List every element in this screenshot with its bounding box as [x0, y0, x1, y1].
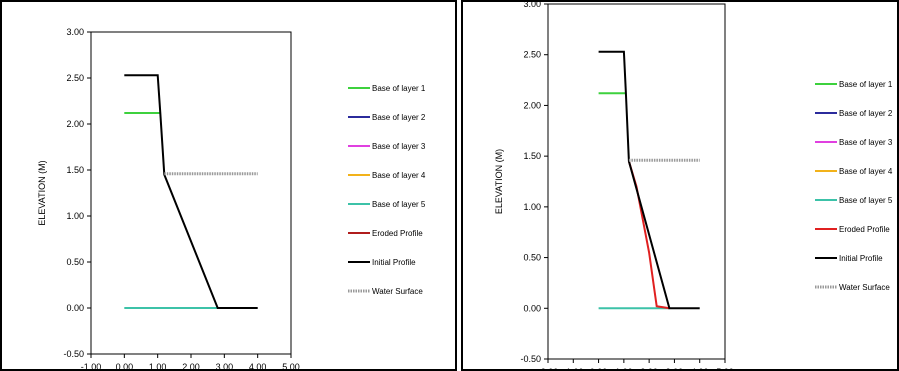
y-tick-label: 0.00 — [523, 303, 541, 313]
x-tick-label: 1.00 — [149, 362, 167, 369]
legend-label: Eroded Profile — [372, 229, 423, 238]
y-tick-label: 0.50 — [523, 253, 541, 263]
chart-panel-right: -0.50 0.00 0.50 1.00 1.50 2.00 2.50 3.00 -2.00 -1… — [461, 0, 899, 371]
legend-label: Base of layer 1 — [372, 84, 426, 93]
y-tick-label: 1.00 — [523, 202, 541, 212]
x-tick-label: 5.00 — [282, 362, 300, 369]
y-tick-label: 0.50 — [66, 257, 84, 267]
x-tick-label: 3.00 — [216, 362, 234, 369]
x-tick-label: -1.00 — [81, 362, 102, 369]
x-tick-label: 0.00 — [590, 367, 608, 369]
plot-area — [547, 3, 726, 360]
y-tick-label: -0.50 — [63, 349, 84, 359]
legend-label: Water Surface — [372, 287, 423, 296]
x-tick-label: 4.00 — [249, 362, 267, 369]
x-tick-label: -1.00 — [563, 367, 584, 369]
legend-label: Initial Profile — [372, 258, 416, 267]
legend-label: Base of layer 2 — [372, 113, 426, 122]
y-axis-label: ELEVATION (M) — [37, 160, 47, 225]
legend-label: Base of layer 4 — [839, 167, 893, 176]
legend-label: Eroded Profile — [839, 225, 890, 234]
legend-label: Base of layer 2 — [839, 109, 893, 118]
y-axis-label: ELEVATION (M) — [494, 149, 504, 214]
legend-label: Base of layer 4 — [372, 171, 426, 180]
x-tick-label: -2.00 — [538, 367, 559, 369]
x-tick-label: 4.00 — [691, 367, 709, 369]
series-line-6 — [124, 74, 258, 309]
y-tick-label: 2.50 — [66, 73, 84, 83]
legend-label: Initial Profile — [839, 254, 883, 263]
legend-label: Base of layer 5 — [839, 196, 893, 205]
chart-panel-left: -0.50 0.00 0.50 1.00 1.50 2.00 2.50 3.00 -1.00 0.… — [0, 0, 457, 371]
legend-label: Water Surface — [839, 283, 890, 292]
legend-label: Base of layer 1 — [839, 80, 893, 89]
y-tick-label: 1.00 — [66, 211, 84, 221]
legend-label: Base of layer 3 — [372, 142, 426, 151]
y-tick-label: 3.00 — [523, 2, 541, 9]
x-tick-label: 3.00 — [666, 367, 684, 369]
chart-right: -0.50 0.00 0.50 1.00 1.50 2.00 2.50 3.00 -2.00 -1… — [494, 2, 893, 369]
x-tick-label: 0.00 — [116, 362, 134, 369]
y-tick-label: 2.00 — [66, 119, 84, 129]
chart-left: -0.50 0.00 0.50 1.00 1.50 2.00 2.50 3.00 -1.00 0.… — [37, 27, 426, 369]
x-tick-label: 1.00 — [615, 367, 633, 369]
y-tick-label: 1.50 — [523, 151, 541, 161]
legend-label: Base of layer 5 — [372, 200, 426, 209]
y-tick-label: 2.50 — [523, 50, 541, 60]
x-tick-label: 5.00 — [716, 367, 734, 369]
y-tick-label: 1.50 — [66, 165, 84, 175]
series-line-6 — [598, 50, 700, 310]
x-tick-label: 2.00 — [182, 362, 200, 369]
y-tick-label: 2.00 — [523, 100, 541, 110]
y-tick-label: 0.00 — [66, 303, 84, 313]
legend-label: Base of layer 3 — [839, 138, 893, 147]
y-tick-label: 3.00 — [66, 27, 84, 37]
x-tick-label: 2.00 — [640, 367, 658, 369]
y-tick-label: -0.50 — [520, 354, 541, 364]
plot-area — [90, 31, 292, 355]
